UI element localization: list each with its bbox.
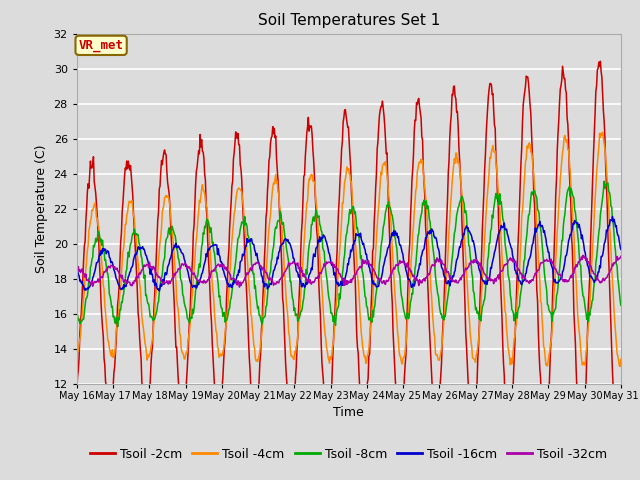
Tsoil -32cm (194, 278, 202, 284)
Tsoil -32cm (73, 266, 81, 272)
Y-axis label: Soil Temperature (C): Soil Temperature (C) (35, 144, 48, 273)
Title: Soil Temperatures Set 1: Soil Temperatures Set 1 (258, 13, 440, 28)
Tsoil -8cm (600, 179, 608, 184)
Tsoil -8cm (431, 273, 439, 278)
Tsoil -32cm (139, 267, 147, 273)
Tsoil -4cm (616, 363, 624, 369)
Text: VR_met: VR_met (79, 39, 124, 52)
Tsoil -16cm (416, 261, 424, 267)
Tsoil -2cm (139, 383, 147, 388)
Tsoil -16cm (617, 246, 625, 252)
Tsoil -4cm (415, 161, 422, 167)
Tsoil -8cm (223, 315, 231, 321)
Line: Tsoil -8cm: Tsoil -8cm (77, 181, 621, 327)
Tsoil -2cm (596, 59, 604, 64)
Tsoil -16cm (83, 287, 90, 292)
Tsoil -16cm (156, 288, 163, 294)
Tsoil -32cm (83, 277, 90, 283)
Tsoil -32cm (236, 284, 243, 290)
X-axis label: Time: Time (333, 407, 364, 420)
Tsoil -16cm (195, 282, 202, 288)
Tsoil -16cm (139, 244, 147, 250)
Tsoil -2cm (431, 419, 438, 424)
Tsoil -4cm (223, 315, 230, 321)
Tsoil -8cm (416, 222, 424, 228)
Tsoil -2cm (614, 436, 621, 442)
Line: Tsoil -4cm: Tsoil -4cm (77, 132, 621, 366)
Tsoil -2cm (194, 156, 202, 162)
Tsoil -2cm (415, 96, 422, 101)
Tsoil -8cm (73, 310, 81, 316)
Tsoil -8cm (140, 268, 147, 274)
Tsoil -16cm (73, 265, 81, 271)
Line: Tsoil -16cm: Tsoil -16cm (77, 216, 621, 291)
Tsoil -32cm (223, 267, 230, 273)
Tsoil -32cm (431, 257, 439, 263)
Tsoil -4cm (73, 354, 81, 360)
Line: Tsoil -2cm: Tsoil -2cm (77, 61, 621, 439)
Line: Tsoil -32cm: Tsoil -32cm (77, 255, 621, 287)
Tsoil -8cm (195, 265, 202, 271)
Tsoil -16cm (609, 214, 616, 219)
Tsoil -16cm (431, 234, 439, 240)
Tsoil -32cm (617, 253, 625, 259)
Tsoil -16cm (223, 281, 231, 287)
Tsoil -4cm (194, 216, 202, 222)
Tsoil -8cm (83, 295, 90, 301)
Tsoil -4cm (139, 321, 147, 326)
Legend: Tsoil -2cm, Tsoil -4cm, Tsoil -8cm, Tsoil -16cm, Tsoil -32cm: Tsoil -2cm, Tsoil -4cm, Tsoil -8cm, Tsoi… (85, 443, 612, 466)
Tsoil -32cm (579, 252, 587, 258)
Tsoil -2cm (83, 205, 90, 211)
Tsoil -8cm (114, 324, 122, 330)
Tsoil -4cm (83, 258, 90, 264)
Tsoil -2cm (223, 293, 230, 299)
Tsoil -32cm (416, 276, 424, 282)
Tsoil -4cm (599, 130, 607, 135)
Tsoil -2cm (617, 402, 625, 408)
Tsoil -2cm (73, 386, 81, 392)
Tsoil -8cm (617, 302, 625, 308)
Tsoil -4cm (431, 334, 438, 340)
Tsoil -4cm (617, 357, 625, 362)
